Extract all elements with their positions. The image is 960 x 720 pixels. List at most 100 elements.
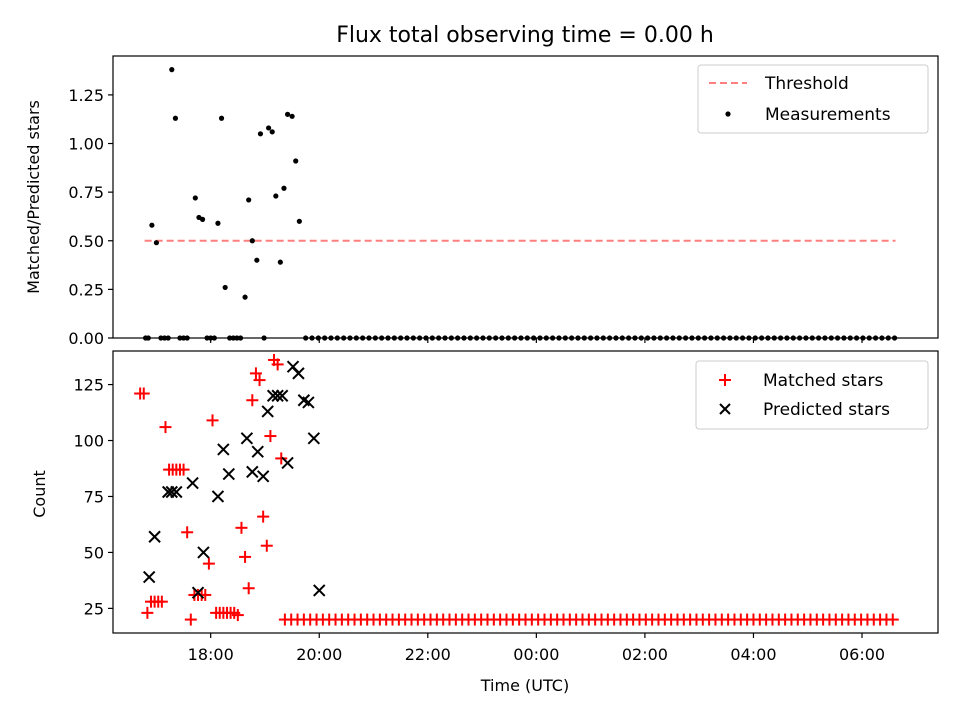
predicted-star-stroke-b bbox=[222, 467, 235, 481]
predicted-star-stroke-b bbox=[186, 476, 199, 490]
predicted-star-stroke-b bbox=[197, 546, 210, 559]
bottom-x-tick-label: 18:00 bbox=[188, 645, 234, 664]
top-panel: Flux total observing time = 0.00 h Match… bbox=[24, 23, 939, 348]
bottom-panel: Count Time (UTC) 25 50 75 100 125 18:00 20:00… bbox=[30, 350, 939, 695]
predicted-star-point bbox=[256, 470, 270, 483]
predicted-star-stroke-b bbox=[165, 485, 179, 499]
predicted-star-stroke-b bbox=[142, 570, 156, 584]
predicted-star-point bbox=[211, 490, 225, 503]
matched-star-point bbox=[155, 595, 168, 608]
predicted-star-stroke-b bbox=[240, 432, 254, 445]
predicted-star-point bbox=[251, 445, 264, 458]
matched-star-point bbox=[253, 374, 266, 387]
predicted-star-stroke-b bbox=[286, 360, 300, 373]
measurement-point bbox=[242, 294, 248, 300]
matched-star-point bbox=[184, 613, 197, 626]
measurement-point bbox=[222, 284, 228, 291]
predicted-star-point bbox=[191, 586, 205, 599]
legend-measurements-label: Measurements bbox=[765, 105, 891, 125]
matched-star-point bbox=[177, 463, 190, 476]
bottom-y-axis-label: Count bbox=[30, 470, 49, 518]
measurement-point bbox=[199, 216, 206, 222]
measurement-point bbox=[153, 240, 160, 246]
predicted-star-point bbox=[313, 584, 326, 597]
predicted-star-stroke-b bbox=[275, 389, 289, 402]
matched-star-point bbox=[137, 387, 150, 400]
top-y-ticks: 0.00 0.25 0.50 0.75 1.00 1.25 bbox=[68, 86, 113, 348]
measurement-point bbox=[293, 158, 299, 164]
predicted-star-stroke-b bbox=[271, 389, 284, 402]
bottom-y-tick-label: 25 bbox=[84, 599, 104, 618]
predicted-star-stroke-b bbox=[211, 490, 225, 503]
legend-predicted-label: Predicted stars bbox=[763, 400, 890, 420]
predicted-star-stroke-b bbox=[251, 445, 264, 458]
bottom-y-tick-label: 75 bbox=[84, 487, 104, 506]
predicted-star-point bbox=[148, 530, 161, 543]
predicted-star-point bbox=[142, 570, 156, 584]
predicted-star-stroke-b bbox=[281, 456, 294, 470]
predicted-star-stroke-b bbox=[307, 432, 321, 445]
predicted-star-point bbox=[281, 456, 294, 470]
predicted-star-stroke-b bbox=[246, 465, 259, 479]
matched-star-point bbox=[231, 609, 244, 622]
matched-star-point bbox=[235, 521, 248, 534]
predicted-star-point bbox=[266, 389, 280, 402]
top-legend-box bbox=[697, 64, 929, 134]
matched-star-point bbox=[275, 452, 288, 465]
predicted-star-point bbox=[275, 389, 289, 402]
predicted-star-stroke-b bbox=[302, 396, 315, 409]
matched-star-point bbox=[141, 606, 154, 619]
measurement-point bbox=[273, 193, 279, 199]
predicted-star-stroke-b bbox=[297, 394, 311, 407]
matched-star-point bbox=[202, 557, 215, 570]
top-y-tick-label: 0.00 bbox=[68, 329, 104, 348]
legend-measurements-swatch bbox=[725, 111, 731, 117]
measurement-point bbox=[218, 115, 225, 121]
bottom-legend: Matched stars Predicted stars bbox=[695, 360, 929, 430]
bottom-y-tick-label: 125 bbox=[73, 376, 104, 395]
matched-star-point bbox=[246, 394, 259, 407]
top-y-tick-label: 0.75 bbox=[68, 183, 104, 202]
measurement-point bbox=[249, 238, 255, 244]
measurement-point bbox=[277, 259, 283, 265]
matched-star-point bbox=[260, 539, 273, 552]
top-y-axis-label: Matched/Predicted stars bbox=[24, 100, 43, 294]
matched-star-point bbox=[271, 358, 284, 371]
bottom-y-tick-label: 100 bbox=[73, 432, 104, 451]
measurement-point bbox=[254, 257, 260, 263]
matched-star-point bbox=[886, 613, 899, 626]
predicted-star-point bbox=[165, 485, 179, 499]
measurement-point bbox=[269, 129, 275, 135]
measurement-point bbox=[257, 131, 264, 137]
predicted-star-stroke-b bbox=[292, 367, 305, 380]
matched-star-point bbox=[159, 421, 172, 434]
top-y-tick-label: 1.25 bbox=[68, 86, 104, 105]
bottom-x-ticks: 18:00 20:00 22:00 00:00 02:00 04:00 06:00 bbox=[188, 633, 885, 664]
predicted-star-point bbox=[302, 396, 315, 409]
bottom-y-ticks: 25 50 75 100 125 bbox=[73, 376, 113, 618]
bottom-x-tick-label: 20:00 bbox=[296, 645, 342, 664]
legend-predicted-swatch bbox=[719, 403, 731, 415]
predicted-star-stroke-b bbox=[170, 485, 183, 499]
predicted-star-point bbox=[197, 546, 210, 559]
measurement-point bbox=[296, 218, 302, 224]
bottom-x-tick-label: 04:00 bbox=[730, 645, 776, 664]
matched-star-point bbox=[206, 414, 219, 427]
measurement-point bbox=[215, 220, 221, 226]
predicted-star-stroke-b bbox=[217, 443, 230, 456]
measurement-point bbox=[192, 195, 198, 201]
predicted-star-stroke-b bbox=[266, 389, 280, 402]
measurement-point bbox=[281, 185, 287, 191]
measurement-point bbox=[172, 115, 179, 121]
predicted-star-stroke-b bbox=[313, 584, 326, 597]
bottom-x-tick-label: 02:00 bbox=[622, 645, 668, 664]
predicted-star-point bbox=[170, 485, 183, 499]
legend-matched-label: Matched stars bbox=[763, 371, 883, 391]
bottom-plot-marks bbox=[134, 353, 899, 626]
bottom-x-tick-label: 06:00 bbox=[839, 645, 885, 664]
bottom-y-tick-label: 50 bbox=[84, 543, 104, 562]
measurement-point bbox=[289, 113, 295, 119]
chart-title: Flux total observing time = 0.00 h bbox=[336, 23, 714, 48]
top-y-tick-label: 0.50 bbox=[68, 232, 104, 251]
